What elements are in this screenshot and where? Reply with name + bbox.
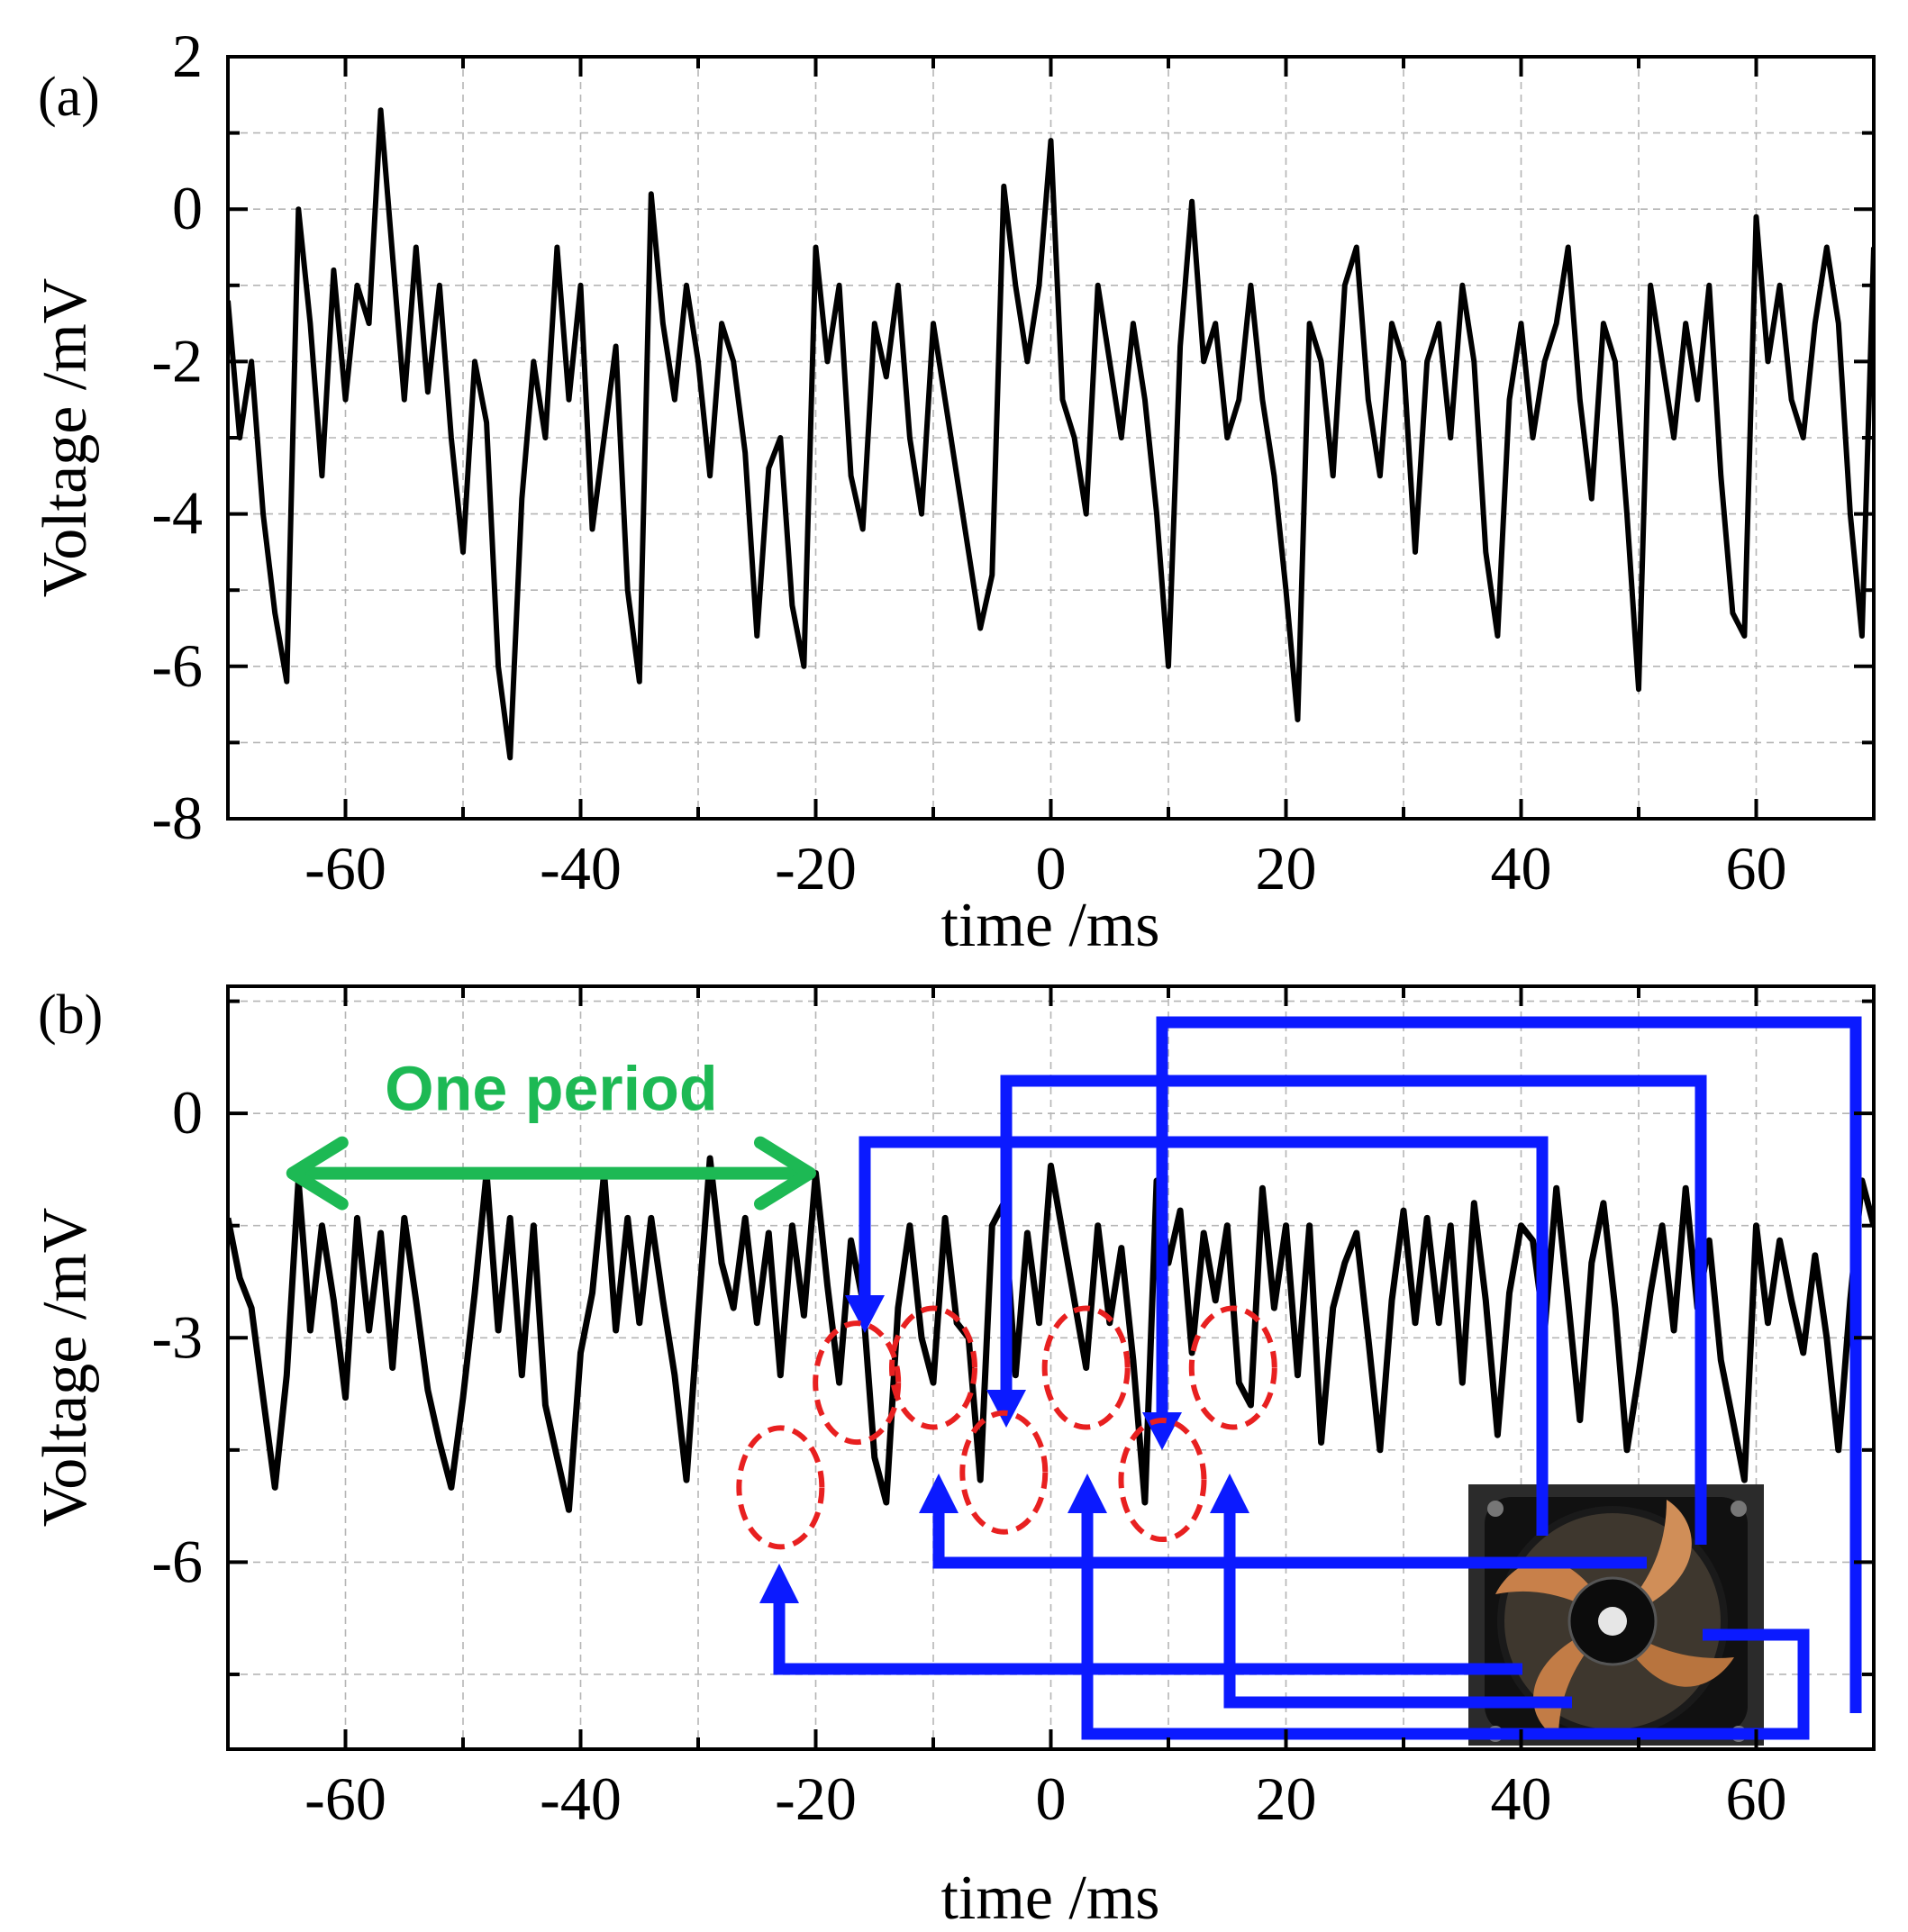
route-line bbox=[773, 1599, 1522, 1675]
route-line bbox=[1000, 1075, 1707, 1545]
route-arrowheads bbox=[759, 1295, 1249, 1603]
y-tick-label: -4 bbox=[151, 479, 203, 548]
x-axis-label-a: time /ms bbox=[940, 891, 1159, 960]
trace-b bbox=[228, 1155, 1874, 1513]
dip-circle bbox=[889, 1305, 977, 1430]
panel-b: One period -60 -40 -20 0 20 40 60 0 -3 -6 (b) tim… bbox=[31, 984, 1876, 1932]
dip-circle bbox=[1118, 1418, 1207, 1543]
trace-a bbox=[228, 107, 1874, 761]
x-tick-label: 40 bbox=[1491, 1764, 1552, 1833]
y-tick-label: -8 bbox=[151, 784, 203, 852]
x-tick-label: -20 bbox=[775, 834, 857, 903]
route-line bbox=[1223, 1495, 1572, 1709]
x-tick-label: 20 bbox=[1256, 834, 1317, 903]
y-tick-label: 2 bbox=[172, 22, 203, 90]
ticks-b: -60 -40 -20 0 20 40 60 0 -3 -6 bbox=[151, 986, 1874, 1833]
series-line bbox=[228, 107, 1874, 761]
routing-lines bbox=[773, 1016, 1862, 1740]
route-line bbox=[1156, 1016, 1862, 1713]
x-tick-label: -60 bbox=[304, 834, 386, 903]
route-arrowhead bbox=[845, 1295, 885, 1333]
route-line bbox=[859, 1136, 1549, 1536]
route-arrowhead bbox=[986, 1390, 1026, 1428]
dip-circle bbox=[1041, 1305, 1131, 1430]
dip-circle bbox=[736, 1425, 825, 1550]
y-tick-label: -3 bbox=[151, 1302, 203, 1371]
route-line bbox=[932, 1491, 1647, 1569]
x-tick-label: 60 bbox=[1726, 834, 1787, 903]
period-arrow-head-right bbox=[753, 1136, 816, 1211]
y-axis-label-a: Voltage /mV bbox=[31, 278, 100, 598]
route-arrowhead bbox=[1210, 1474, 1249, 1513]
panel-label-b: (b) bbox=[38, 984, 103, 1046]
series-line bbox=[228, 1155, 1874, 1513]
y-tick-label: -2 bbox=[151, 326, 203, 395]
x-tick-label: 20 bbox=[1256, 1764, 1317, 1833]
y-axis-label-b: Voltage /mV bbox=[31, 1208, 100, 1528]
period-arrow bbox=[286, 1136, 816, 1211]
x-tick-label: 0 bbox=[1036, 1764, 1067, 1833]
x-tick-label: -20 bbox=[775, 1764, 857, 1833]
dip-circle bbox=[813, 1320, 902, 1446]
x-tick-label: -60 bbox=[304, 1764, 386, 1833]
route-arrowhead bbox=[1068, 1474, 1107, 1513]
x-tick-label: 0 bbox=[1036, 834, 1067, 903]
dip-circle bbox=[1188, 1305, 1277, 1430]
grid-a bbox=[228, 57, 1874, 819]
y-tick-label: -6 bbox=[151, 631, 203, 700]
period-label: One period bbox=[385, 1054, 717, 1124]
x-axis-label-b: time /ms bbox=[940, 1864, 1159, 1932]
y-tick-label: 0 bbox=[172, 1078, 203, 1147]
y-tick-label: -6 bbox=[151, 1527, 203, 1595]
x-tick-label: -40 bbox=[540, 1764, 622, 1833]
y-tick-label: 0 bbox=[172, 174, 203, 242]
route-line bbox=[1081, 1497, 1810, 1740]
period-arrow-head-left bbox=[286, 1136, 349, 1211]
x-tick-label: 60 bbox=[1726, 1764, 1787, 1833]
x-tick-label: -40 bbox=[540, 834, 622, 903]
route-arrowhead bbox=[919, 1474, 959, 1513]
x-tick-label: 40 bbox=[1491, 834, 1552, 903]
route-arrowhead bbox=[759, 1564, 799, 1603]
dip-circle bbox=[959, 1410, 1049, 1535]
dip-circles bbox=[736, 1305, 1277, 1550]
panel-label-a: (a) bbox=[38, 67, 100, 128]
